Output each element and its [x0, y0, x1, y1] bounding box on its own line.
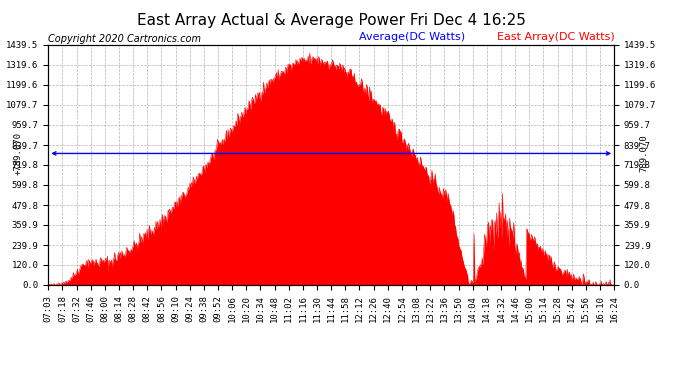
Text: +789.070: +789.070	[14, 132, 23, 175]
Text: East Array(DC Watts): East Array(DC Watts)	[497, 32, 615, 42]
Text: East Array Actual & Average Power Fri Dec 4 16:25: East Array Actual & Average Power Fri De…	[137, 13, 526, 28]
Text: Average(DC Watts): Average(DC Watts)	[359, 32, 465, 42]
Text: 789.070: 789.070	[640, 135, 649, 172]
Text: Copyright 2020 Cartronics.com: Copyright 2020 Cartronics.com	[48, 34, 201, 44]
